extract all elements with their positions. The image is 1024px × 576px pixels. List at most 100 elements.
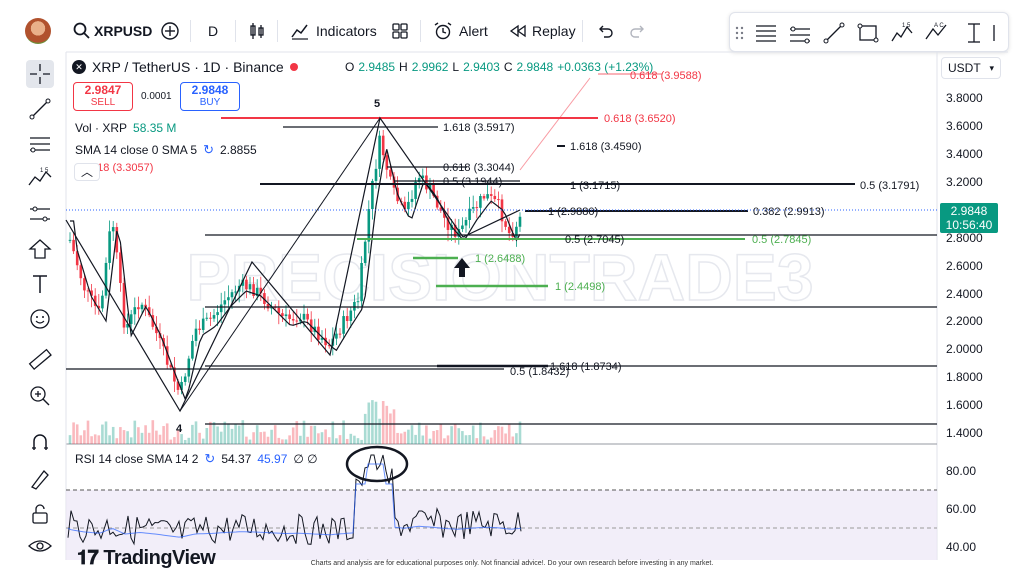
avatar[interactable]	[25, 18, 51, 44]
drag-handle-icon[interactable]	[734, 21, 746, 45]
volume-bars	[68, 400, 522, 444]
replay-label: Replay	[532, 23, 576, 39]
volume-bar	[360, 439, 363, 444]
volume-bar	[450, 426, 453, 444]
volume-bar	[385, 405, 389, 444]
shapes-icon[interactable]	[26, 235, 54, 263]
plus-circle-icon	[161, 22, 179, 40]
volume-bar	[72, 422, 75, 444]
candle-body	[212, 315, 216, 319]
forecasting-icon[interactable]	[26, 200, 54, 228]
chart-type-button[interactable]	[247, 18, 267, 44]
ruler-icon[interactable]	[26, 345, 54, 373]
tradingview-logo[interactable]: 𝟏𝟕 TradingView	[77, 547, 216, 570]
lock-icon[interactable]	[26, 500, 54, 528]
indicators-button[interactable]: Indicators	[290, 18, 377, 44]
buy-button[interactable]: 2.9848 BUY	[180, 82, 240, 111]
volume-bar	[489, 437, 493, 444]
logo-mark: 𝟏𝟕	[77, 547, 99, 569]
volume-bar	[295, 421, 299, 444]
buy-label: BUY	[199, 97, 221, 108]
candle-body	[191, 340, 194, 359]
rsi-line	[67, 454, 522, 546]
candle-body	[507, 226, 511, 234]
alert-button[interactable]: Alert	[433, 18, 488, 44]
volume-bar	[126, 431, 129, 444]
crosshair-icon[interactable]	[26, 60, 54, 88]
market-status-icon	[289, 63, 298, 71]
sma-indicator-legend[interactable]: SMA 14 close 0 SMA 5 ↻ 2.8855	[75, 142, 257, 158]
magnet-icon[interactable]	[26, 428, 54, 456]
replay-button[interactable]: Replay	[508, 18, 576, 44]
rsi-sma-value: 45.97	[257, 452, 288, 466]
candle-body	[129, 314, 133, 324]
emoji-icon[interactable]	[26, 305, 54, 333]
candle-body	[443, 210, 446, 218]
rsi-indicator-legend[interactable]: RSI 14 close SMA 14 2 ↻ 54.37 45.97 ∅ ∅	[75, 451, 318, 467]
candle-body	[205, 317, 209, 319]
compare-button[interactable]	[160, 18, 180, 44]
chevron-down-icon: ▾	[989, 62, 994, 73]
volume-bar	[255, 425, 259, 444]
volume-bar	[396, 432, 399, 444]
wave-label-5: 5	[374, 98, 380, 110]
volume-bar	[194, 421, 198, 444]
interval-button[interactable]: D	[208, 18, 218, 44]
undo-button[interactable]	[595, 18, 615, 44]
volume-bar	[331, 421, 335, 444]
candle-body	[83, 278, 86, 291]
volume-bar	[367, 402, 371, 444]
symbol-search[interactable]: XRPUSD	[72, 18, 152, 44]
ohlc-values: O 2.9485 H 2.9962 L 2.9403 C 2.9848 +0.0363 …	[345, 60, 653, 74]
settings-icon[interactable]	[992, 21, 1004, 45]
layouts-button[interactable]	[390, 18, 410, 44]
currency-select[interactable]: USDT ▾	[941, 57, 1001, 79]
candle-body	[518, 216, 522, 227]
volume-bar	[101, 424, 104, 444]
volume-bar	[219, 431, 223, 444]
fib-tools-icon[interactable]	[26, 130, 54, 158]
patterns-icon[interactable]: 1 5	[26, 165, 54, 193]
price-range-icon[interactable]	[962, 21, 986, 45]
symbol-legend[interactable]: ✕ XRP / TetherUS · 1D · Binance	[72, 59, 298, 75]
volume-bar	[461, 431, 464, 444]
symbol-label: XRPUSD	[94, 23, 153, 39]
volume-bar	[284, 439, 288, 444]
candle-body	[320, 337, 324, 340]
elliott-wave-icon[interactable]: 1 5	[890, 21, 914, 45]
abc-pattern-icon[interactable]: A C	[924, 21, 948, 45]
candle-body	[245, 279, 248, 290]
volume-bar	[86, 420, 90, 444]
zoom-in-icon[interactable]	[26, 382, 54, 410]
svg-text:1 5: 1 5	[902, 23, 911, 29]
redo-button[interactable]	[628, 18, 648, 44]
undo-icon	[599, 25, 613, 38]
eye-icon[interactable]	[26, 532, 54, 560]
volume-indicator-legend[interactable]: Vol · XRP 58.35 M	[75, 121, 176, 135]
stay-in-drawing-mode-icon[interactable]	[26, 465, 54, 493]
rsi-axis: 80.00 60.00 40.00	[946, 464, 976, 554]
rectangle-icon[interactable]	[856, 21, 880, 45]
disclaimer: Charts and analysis are for educational …	[310, 560, 714, 567]
change-value: +0.0363 (+1.23%)	[557, 60, 654, 74]
collapse-legend-button[interactable]: ︿	[74, 163, 100, 181]
candle-body	[360, 263, 363, 302]
trend-line-icon[interactable]	[822, 21, 846, 45]
fib-label: 0.5 (3.1944)	[443, 176, 502, 188]
volume-bar	[414, 434, 417, 444]
sell-button[interactable]: 2.9847 SELL	[73, 82, 133, 111]
candle-body	[263, 293, 266, 305]
fib-retracement-icon[interactable]	[754, 21, 778, 45]
volume-bar	[439, 424, 443, 444]
volume-bar	[468, 435, 471, 444]
volume-bar	[108, 435, 111, 444]
fib-extension-icon[interactable]	[788, 21, 812, 45]
grid-icon	[392, 23, 408, 39]
volume-bar	[245, 436, 248, 444]
trend-line-icon[interactable]	[26, 95, 54, 123]
text-icon[interactable]	[26, 270, 54, 298]
volume-bar	[432, 430, 435, 444]
volume-bar	[176, 430, 180, 444]
candle-body	[281, 313, 284, 317]
